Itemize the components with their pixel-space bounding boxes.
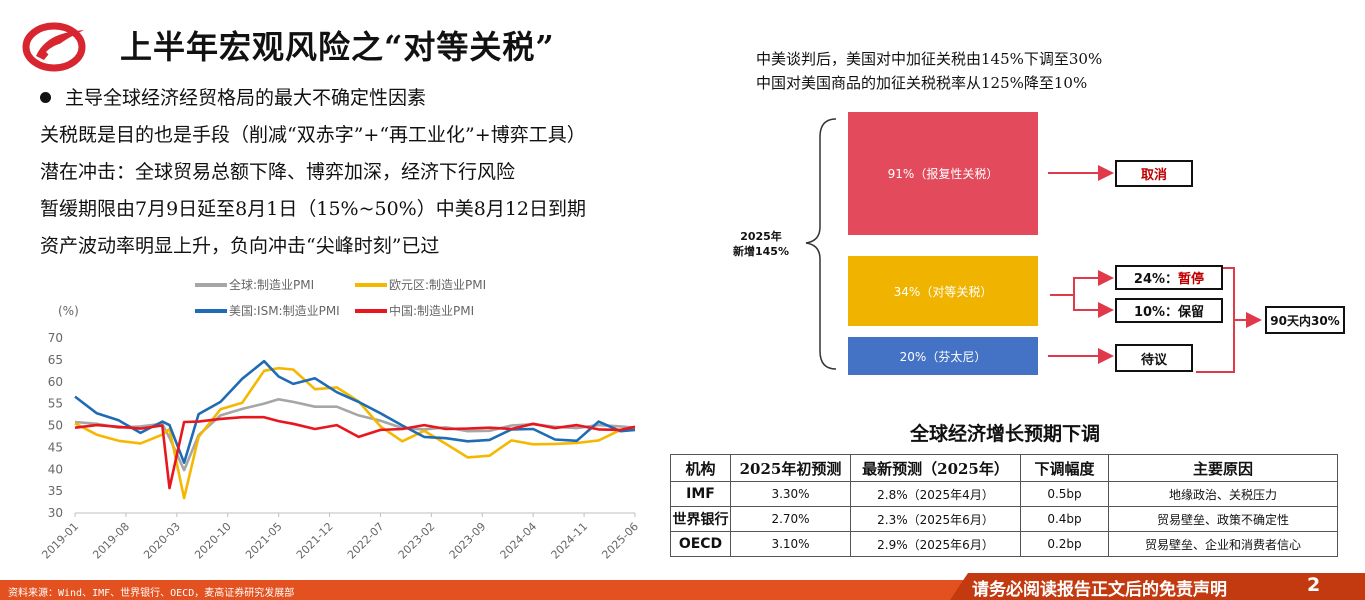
table-row: 世界银行 2.70% 2.3%（2025年6月） 0.4bp 贸易壁垒、政策不确… bbox=[670, 506, 1338, 532]
table-cell: 贸易壁垒、企业和消费者信心 bbox=[1108, 531, 1338, 557]
note-line-1: 中美谈判后，美国对中加征关税由145%下调至30% bbox=[756, 50, 1103, 68]
page-title: 上半年宏观风险之“对等关税” bbox=[120, 28, 555, 66]
brace-label: 2025年 新增145% bbox=[733, 230, 789, 258]
bullet-dot-icon bbox=[40, 91, 51, 103]
table-cell: 贸易壁垒、政策不确定性 bbox=[1108, 506, 1338, 532]
table-cell: 0.2bp bbox=[1020, 531, 1109, 557]
table-header: 2025年初预测 bbox=[730, 454, 851, 482]
table-header: 主要原因 bbox=[1108, 454, 1338, 482]
series-line-1 bbox=[74, 366, 636, 500]
table-header-row: 机构 2025年初预测 最新预测（2025年） 下调幅度 主要原因 bbox=[670, 454, 1338, 482]
text-line-3: 暂缓期限由7月9日延至8月1日（15%~50%）中美8月12日到期 bbox=[40, 198, 587, 220]
company-logo-icon bbox=[22, 22, 86, 72]
legend-global: 全球:制造业PMI bbox=[195, 276, 314, 293]
x-tick-label: 2021-12 bbox=[294, 520, 336, 562]
y-tick-label: 35 bbox=[48, 484, 63, 498]
page-number: 2 bbox=[1307, 574, 1321, 596]
x-tick-label: 2024-04 bbox=[498, 520, 540, 562]
table-title: 全球经济增长预期下调 bbox=[909, 423, 1100, 445]
table-cell: 地缘政治、关税压力 bbox=[1108, 481, 1338, 507]
table-cell: IMF bbox=[670, 481, 731, 507]
x-tick-label: 2020-03 bbox=[141, 520, 183, 562]
text-line-1: 关税既是目的也是手段（削减“双赤字”+“再工业化”+博弈工具） bbox=[40, 124, 586, 146]
table-cell: 3.30% bbox=[730, 481, 851, 507]
segment-fentanyl: 20%（芬太尼） bbox=[848, 337, 1038, 375]
y-tick-label: 40 bbox=[48, 462, 63, 476]
table-cell: 2.8%（2025年4月） bbox=[850, 481, 1021, 507]
x-tick-label: 2021-05 bbox=[243, 520, 285, 562]
legend-euro: 欧元区:制造业PMI bbox=[355, 276, 486, 293]
x-tick-label: 2024-11 bbox=[549, 520, 591, 562]
y-tick-label: 30 bbox=[48, 506, 63, 520]
text-line-2: 潜在冲击：全球贸易总额下降、博弈加深，经济下行风险 bbox=[40, 161, 516, 183]
outcome-pause: 24%： 暂停 bbox=[1115, 265, 1223, 290]
table-cell: 0.4bp bbox=[1020, 506, 1109, 532]
table-row: OECD 3.10% 2.9%（2025年6月） 0.2bp 贸易壁垒、企业和消… bbox=[670, 531, 1338, 557]
x-tick-label: 2020-10 bbox=[192, 520, 234, 562]
text-line-4: 资产波动率明显上升，负向冲击“尖峰时刻”已过 bbox=[40, 235, 440, 257]
note-line-2: 中国对美国商品的加征关税税率从125%降至10% bbox=[756, 74, 1088, 92]
x-tick-label: 2019-08 bbox=[90, 520, 132, 562]
x-tick-label: 2023-02 bbox=[396, 520, 438, 562]
bullet-heading-text: 主导全球经济经贸格局的最大不确定性因素 bbox=[65, 87, 427, 109]
footer-disclaimer: 请务必阅读报告正文后的免责声明 bbox=[972, 580, 1227, 600]
y-tick-label: 65 bbox=[48, 353, 63, 367]
series-line-3 bbox=[74, 415, 636, 490]
table-cell: 2.3%（2025年6月） bbox=[850, 506, 1021, 532]
x-tick-label: 2023-09 bbox=[447, 520, 489, 562]
outcome-90-days: 90天内30% bbox=[1265, 306, 1345, 334]
table-cell: 世界银行 bbox=[670, 506, 731, 532]
bullet-heading: 主导全球经济经贸格局的最大不确定性因素 bbox=[40, 83, 426, 110]
table-cell: 0.5bp bbox=[1020, 481, 1109, 507]
y-tick-label: 60 bbox=[48, 375, 63, 389]
x-tick-label: 2025-06 bbox=[599, 520, 641, 562]
series-line-2 bbox=[74, 359, 636, 464]
segment-reciprocal: 34%（对等关税） bbox=[848, 256, 1038, 326]
y-tick-label: 45 bbox=[48, 440, 63, 454]
table-cell: OECD bbox=[670, 531, 731, 557]
y-tick-label: 55 bbox=[48, 397, 63, 411]
table-header: 机构 bbox=[670, 454, 731, 482]
y-axis-unit-label: (%) bbox=[58, 304, 79, 318]
table-cell: 3.10% bbox=[730, 531, 851, 557]
y-tick-label: 70 bbox=[48, 331, 63, 345]
brace-icon bbox=[805, 118, 837, 370]
x-tick-label: 2019-01 bbox=[39, 520, 81, 562]
outcome-cancel: 取消 bbox=[1115, 160, 1193, 187]
legend-us: 美国:ISM:制造业PMI bbox=[195, 302, 340, 319]
outcome-pending: 待议 bbox=[1115, 344, 1193, 372]
y-tick-label: 50 bbox=[48, 419, 63, 433]
growth-forecast-table: 机构 2025年初预测 最新预测（2025年） 下调幅度 主要原因 IMF 3.… bbox=[670, 454, 1338, 557]
footer-source: 资料来源：Wind、IMF、世界银行、OECD，麦高证券研究发展部 bbox=[8, 588, 295, 599]
x-tick-label: 2022-07 bbox=[345, 520, 387, 562]
table-row: IMF 3.30% 2.8%（2025年4月） 0.5bp 地缘政治、关税压力 bbox=[670, 481, 1338, 507]
table-cell: 2.9%（2025年6月） bbox=[850, 531, 1021, 557]
footer-disclaimer-bg bbox=[950, 573, 1365, 600]
segment-retaliatory: 91%（报复性关税） bbox=[848, 112, 1038, 235]
table-header: 最新预测（2025年） bbox=[850, 454, 1021, 482]
table-header: 下调幅度 bbox=[1020, 454, 1109, 482]
outcome-keep: 10%：保留 bbox=[1115, 298, 1223, 323]
legend-china: 中国:制造业PMI bbox=[355, 302, 474, 319]
table-cell: 2.70% bbox=[730, 506, 851, 532]
